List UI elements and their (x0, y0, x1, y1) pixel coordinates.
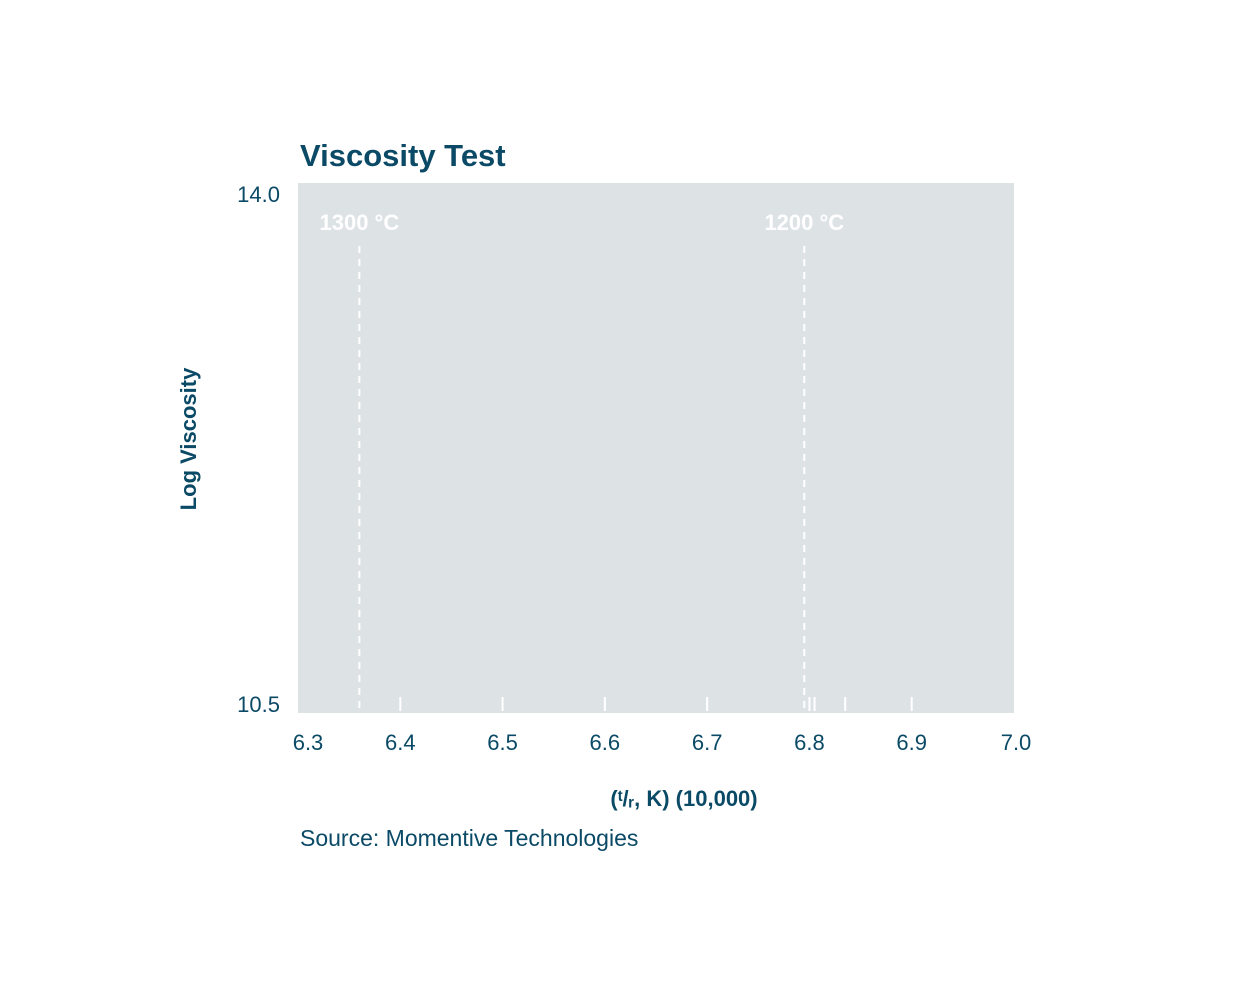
x-tick-label: 6.7 (692, 730, 723, 755)
y-axis-label: Log Viscosity (176, 367, 201, 510)
x-tick-label: 6.9 (896, 730, 927, 755)
x-tick-label: 6.8 (794, 730, 825, 755)
reference-label: 1300 °C (319, 210, 399, 235)
x-tick-label: 6.5 (487, 730, 518, 755)
x-axis-label: (ᵗ/ᵣ, K) (10,000) (610, 786, 757, 811)
y-tick-label: 10.5 (237, 692, 280, 717)
x-tick-label: 7.0 (1001, 730, 1032, 755)
y-axis-ticks: 10.511.012.013.014.0 (237, 182, 280, 717)
x-tick-label: 6.4 (385, 730, 416, 755)
reference-lines: 1300 °C 1200 °C (319, 210, 844, 713)
x-axis-ticks: 6.3 6.4 6.5 6.6 6.7 6.8 6.9 7.0 (293, 697, 1032, 755)
x-tick-label: 6.3 (293, 730, 324, 755)
reference-label: 1200 °C (764, 210, 844, 235)
plot-area (298, 183, 1014, 713)
source-note: Source: Momentive Technologies (300, 825, 638, 851)
x-tick-label: 6.6 (590, 730, 621, 755)
chart-title: Viscosity Test (300, 138, 506, 173)
y-tick-label: 14.0 (237, 182, 280, 207)
